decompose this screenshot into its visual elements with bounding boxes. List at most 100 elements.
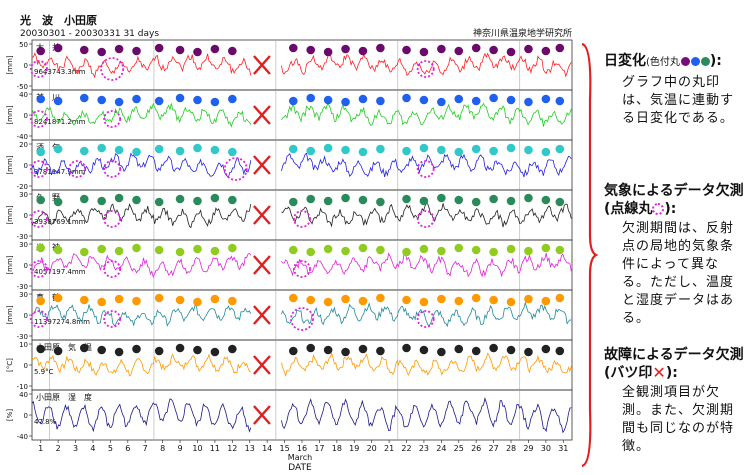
daily-variation-dot: [53, 197, 63, 207]
series-line: [31, 52, 252, 79]
daily-variation-dot: [306, 247, 316, 257]
weather-missing-circle: [416, 310, 435, 328]
daily-variation-dot: [193, 244, 202, 254]
daily-variation-dot: [97, 244, 106, 254]
y-tick-label: 30: [19, 241, 28, 249]
daily-variation-dot: [437, 246, 446, 256]
section-fault-missing: 故障によるデータ欠測(バツ印✕): 全観測項目が欠測。また、欠測期間も同じなのが…: [604, 346, 746, 456]
daily-variation-dot: [524, 145, 533, 155]
x-tick-label: 29: [523, 444, 533, 453]
daily-variation-dot: [402, 295, 411, 305]
weather-missing-circle: [103, 210, 122, 228]
daily-variation-dot: [402, 194, 411, 204]
panel-station-label: 前 川: [36, 92, 60, 102]
daily-variation-dot: [79, 295, 89, 305]
daily-variation-dot: [419, 47, 429, 57]
daily-variation-dot: [323, 297, 333, 307]
daily-variation-dot: [506, 345, 516, 355]
weather-missing-circle: [103, 310, 122, 328]
weather-missing-circle: [103, 160, 122, 178]
daily-variation-dot: [454, 46, 464, 56]
daily-variation-dot: [555, 144, 565, 154]
daily-variation-dot: [419, 345, 429, 355]
weather-missing-circle: [30, 310, 48, 328]
y-tick-label: 0: [24, 162, 28, 170]
fault-cross-mark: [253, 405, 271, 425]
y-tick-label: -40: [17, 133, 28, 141]
y-unit-label: [%]: [6, 409, 14, 421]
daily-variation-dot: [36, 147, 46, 157]
daily-variation-dot: [506, 47, 516, 57]
daily-variation-dot: [114, 97, 124, 107]
daily-variation-dot: [175, 93, 185, 103]
purple-dot-icon: [680, 56, 690, 66]
daily-variation-dot: [471, 144, 481, 154]
daily-variation-dot: [210, 347, 220, 357]
section-daily-text: グラフ中の丸印は、気温に連動する日変化である。: [622, 75, 735, 126]
y-unit-label: [mm]: [6, 105, 14, 124]
x-tick-label: 30: [541, 444, 551, 453]
x-tick-label: 24: [436, 444, 446, 453]
series-line: [31, 252, 252, 278]
daily-variation-dot: [97, 143, 106, 153]
panel-base-value: 3938769.1mm: [34, 218, 86, 226]
x-tick-label: 6: [125, 444, 130, 453]
daily-title-sub: (色付丸: [646, 57, 680, 68]
x-axis-month: March: [288, 453, 312, 462]
daily-variation-dot: [419, 244, 429, 254]
x-tick-label: 12: [227, 444, 237, 453]
daily-variation-dot: [79, 146, 89, 156]
daily-variation-dot: [154, 43, 164, 53]
daily-variation-dot: [489, 194, 498, 204]
daily-variation-dot: [541, 195, 551, 205]
x-tick-label: 15: [279, 444, 289, 453]
panel-base-value: 3781147.9mm: [34, 168, 86, 176]
x-axis: 1 2 3 4 5 6 7 8 9 10 11 12 13 14 15 16 17 18 19 20 21 22 23 24 2…: [38, 440, 568, 453]
daily-variation-dot: [53, 96, 63, 106]
daily-variation-dot: [175, 45, 185, 55]
daily-variation-dot: [489, 146, 498, 156]
x-tick-label: 3: [73, 444, 78, 453]
daily-variation-dot: [402, 247, 411, 257]
panel-frame: [31, 139, 573, 191]
daily-variation-dot: [36, 195, 46, 205]
daily-variation-dot: [376, 144, 385, 154]
section-weather-missing: 気象によるデータ欠測(点線丸): 欠測期間は、反射点の局地的気象条件によって異な…: [604, 182, 746, 328]
daily-variation-dot: [36, 243, 46, 253]
panel-base-value: 47.8%: [34, 418, 57, 426]
daily-variation-dot: [79, 93, 89, 103]
daily-variation-dot: [341, 44, 350, 54]
daily-variation-dot: [555, 43, 565, 53]
daily-variation-dot: [36, 296, 46, 306]
institute-label: 神奈川県温泉地学研究所: [473, 27, 572, 39]
weather-missing-circle: [416, 160, 435, 178]
y-unit-label: [mm]: [6, 305, 14, 324]
section-fault-title: 故障によるデータ欠測(バツ印✕):: [604, 346, 746, 382]
weather-missing-circle: [103, 260, 122, 278]
daily-variation-dot: [555, 293, 565, 303]
daily-variation-dot: [228, 46, 237, 56]
x-tick-label: 27: [489, 444, 499, 453]
daily-variation-dot: [114, 193, 124, 203]
green-dot-icon: [700, 56, 710, 66]
daily-variation-dot: [376, 96, 385, 106]
daily-variation-dot: [437, 145, 446, 155]
chart-subtitle: 20030301 - 20030331 31 days: [20, 29, 159, 39]
daily-variation-dot: [323, 196, 333, 206]
daily-variation-dot: [541, 243, 551, 253]
weather-missing-circle: [416, 60, 435, 78]
daily-variation-dot: [175, 247, 185, 257]
weather-missing-circle: [290, 307, 314, 331]
x-tick-label: 22: [401, 444, 411, 453]
daily-variation-dot: [541, 296, 551, 306]
daily-variation-dot: [228, 195, 237, 205]
daily-variation-dot: [114, 246, 124, 256]
panel-station-label: 酒 匂: [36, 142, 60, 152]
daily-variation-dot: [53, 245, 63, 255]
daily-variation-dot: [402, 45, 411, 55]
daily-variation-dot: [228, 344, 237, 354]
daily-variation-dot: [53, 346, 63, 356]
daily-variation-dot: [79, 45, 89, 55]
daily-variation-dot: [97, 196, 106, 206]
